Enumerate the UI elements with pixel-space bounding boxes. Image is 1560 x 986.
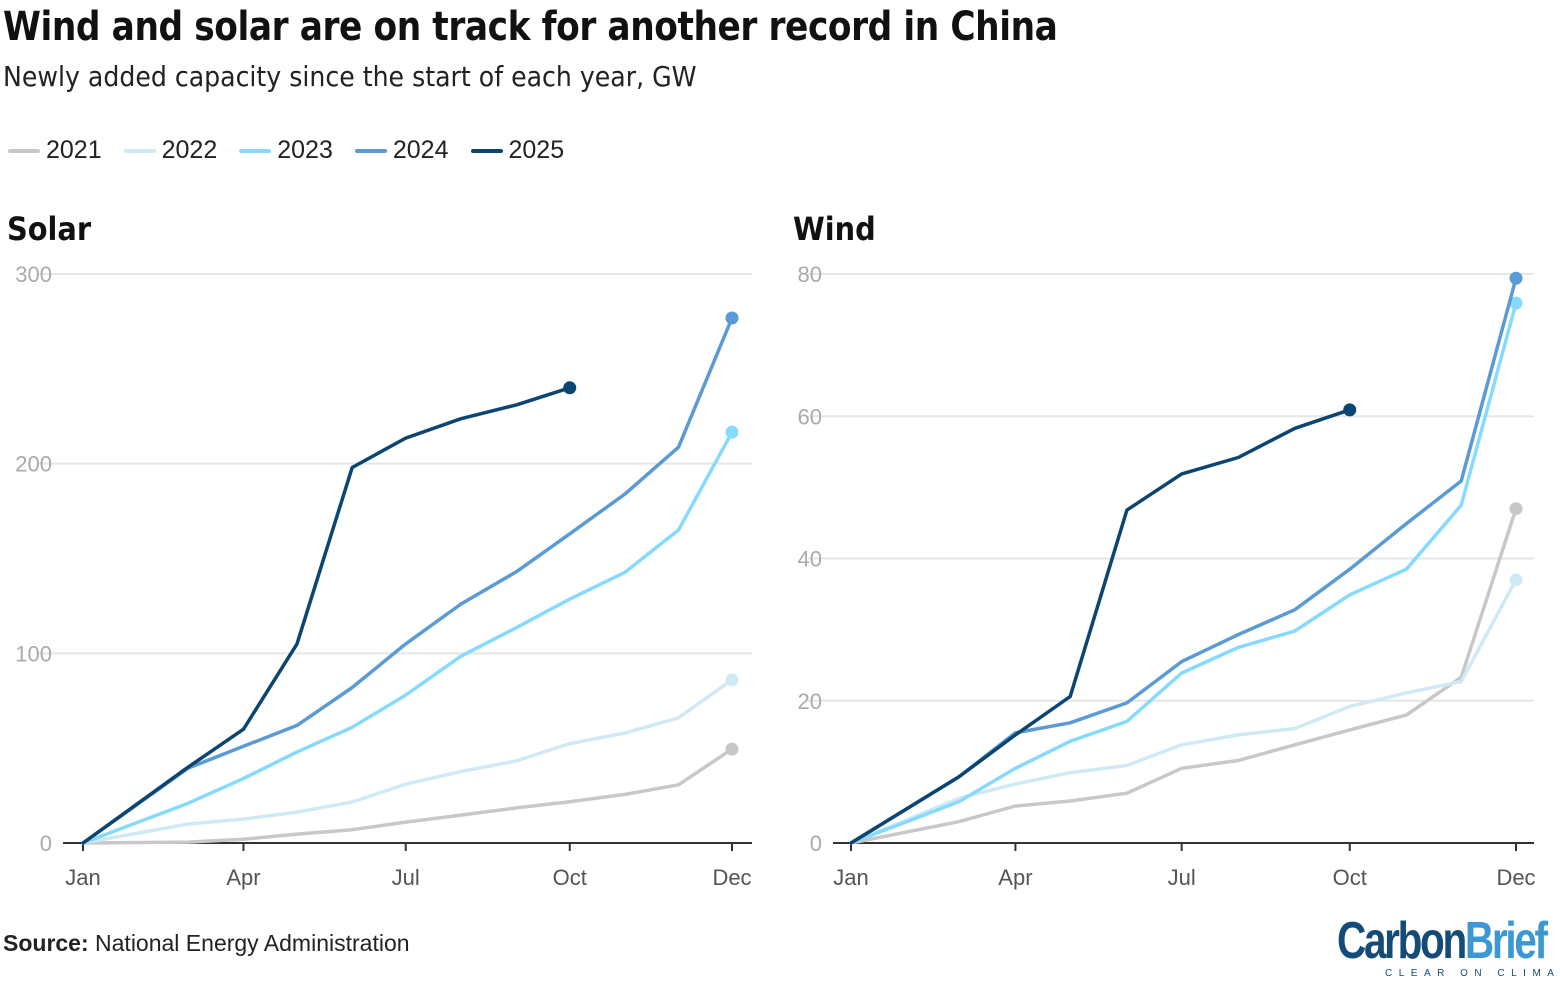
series-line-2022 [81,678,734,845]
x-tick-label: Oct [553,865,587,890]
y-tick-label: 40 [798,547,822,572]
x-tick-label: Apr [226,865,260,890]
x-tick-label: Apr [998,865,1032,890]
source-note: Source: National Energy Administration [3,930,410,957]
legend-label: 2025 [508,136,565,164]
legend-item-2021: 2021 [8,136,102,165]
carbon-brief-logo: CarbonBrief CLEAR ON CLIMATE [1337,912,1560,979]
series-end-point-2024 [1509,271,1523,285]
series-line-2024 [81,316,734,845]
legend-label: 2022 [161,136,218,164]
solar-panel-title: Solar [7,210,92,248]
series-end-point-2024 [725,311,739,325]
y-tick-label: 200 [15,452,52,477]
chart-subtitle: Newly added capacity since the start of … [3,60,697,93]
legend-item-2025: 2025 [470,136,565,165]
series-end-point-2021 [1509,502,1523,516]
series-end-point-2025 [563,381,577,395]
x-tick-label: Jul [392,865,420,890]
y-tick-label: 80 [798,262,822,287]
y-tick-label: 0 [810,831,822,856]
legend-label: 2023 [277,136,333,164]
y-tick-label: 300 [15,262,52,287]
legend-item-2022: 2022 [123,136,218,165]
series-line-2021 [849,506,1518,845]
legend-swatch [354,148,387,153]
y-tick-label: 100 [15,641,52,666]
wind-panel-title: Wind [793,210,876,248]
series-end-point-2021 [725,742,739,756]
x-tick-label: Jan [65,865,100,890]
series-line-2021 [81,747,734,845]
wind-chart: 0 20 40 60 80 Jan Apr Jul Oct Dec [798,262,1536,890]
series-end-point-2022 [725,673,739,687]
x-tick-label: Oct [1333,865,1367,890]
y-tick-label: 20 [798,689,822,714]
series-end-point-2022 [1509,573,1523,587]
legend-swatch [239,148,272,153]
series-line-2022 [849,578,1518,845]
series-line-2023 [81,430,734,845]
series-line-2023 [849,301,1518,845]
y-tick-label: 0 [40,831,52,856]
series-end-point-2023 [1509,296,1523,310]
chart-title: Wind and solar are on track for another … [3,4,1058,50]
legend-swatch [470,148,503,153]
source-text: National Energy Administration [95,930,410,956]
source-label: Source: [3,930,89,956]
x-tick-label: Jan [833,865,868,890]
legend-label: 2021 [46,136,102,164]
x-tick-label: Jul [1168,865,1196,890]
series-line-2025 [81,386,572,845]
x-tick-label: Dec [712,865,751,890]
legend-swatch [8,148,40,153]
series-end-point-2025 [1343,403,1357,417]
legend-label: 2024 [392,136,449,164]
legend-item-2024: 2024 [354,136,449,165]
legend-swatch [123,148,156,153]
legend-item-2023: 2023 [239,136,333,165]
series-end-point-2023 [725,425,739,439]
series-line-2024 [849,276,1518,845]
series-line-2025 [849,408,1352,845]
legend: 2021 2022 2023 2024 2025 [8,136,564,165]
solar-chart: 0 100 200 300 Jan Apr Jul Oct Dec [15,262,752,890]
x-tick-label: Dec [1496,865,1535,890]
y-tick-label: 60 [798,404,822,429]
